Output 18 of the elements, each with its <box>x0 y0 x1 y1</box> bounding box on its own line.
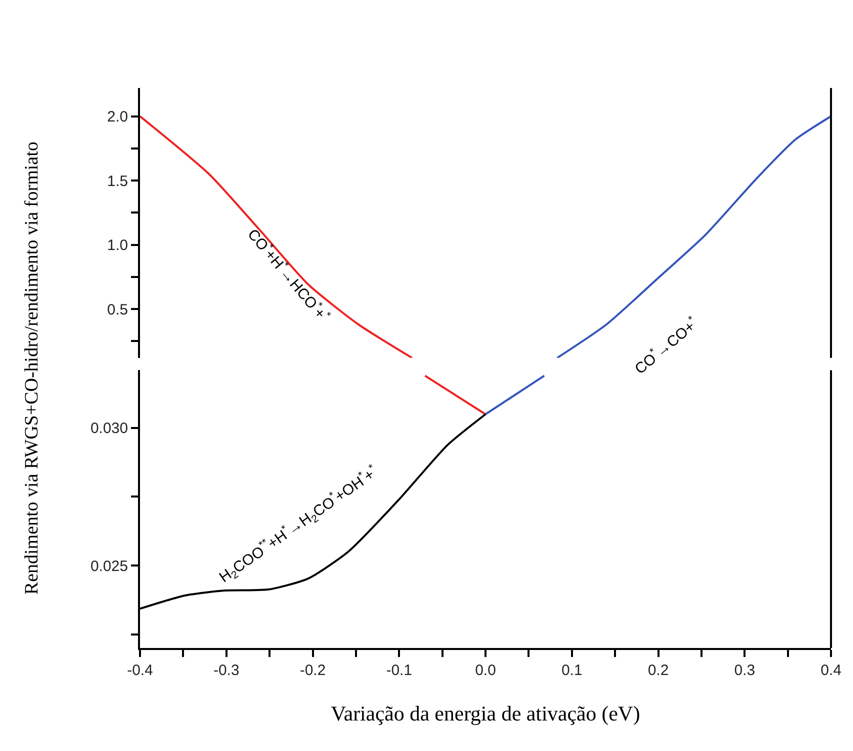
y-tick-label: 2.0 <box>107 108 128 126</box>
y-axis-title: Rendimento via RWGS+CO-hidro/rendimento via formiato <box>22 142 43 595</box>
y-tick-label: 1.5 <box>107 172 128 190</box>
x-tick-label: 0.4 <box>820 662 842 679</box>
line-series <box>140 115 414 358</box>
y-tick-label: 0.5 <box>107 301 128 318</box>
x-tick-label: 0.3 <box>734 662 756 679</box>
x-axis-title: Variação da energia de ativação (eV) <box>330 702 640 726</box>
y-tick-label: 1.0 <box>107 237 128 254</box>
x-tick-label: -0.2 <box>300 662 326 679</box>
x-tick-label: -0.3 <box>213 662 240 679</box>
x-tick-label: 0.1 <box>561 662 582 679</box>
y-tick-label: 0.030 <box>90 420 128 438</box>
x-tick-label: -0.4 <box>127 662 153 679</box>
y-tick-label: 0.025 <box>90 558 128 575</box>
x-tick-label: 0.2 <box>648 662 669 679</box>
x-tick-label: 0.0 <box>475 662 496 679</box>
x-tick-label: -0.1 <box>386 662 412 679</box>
